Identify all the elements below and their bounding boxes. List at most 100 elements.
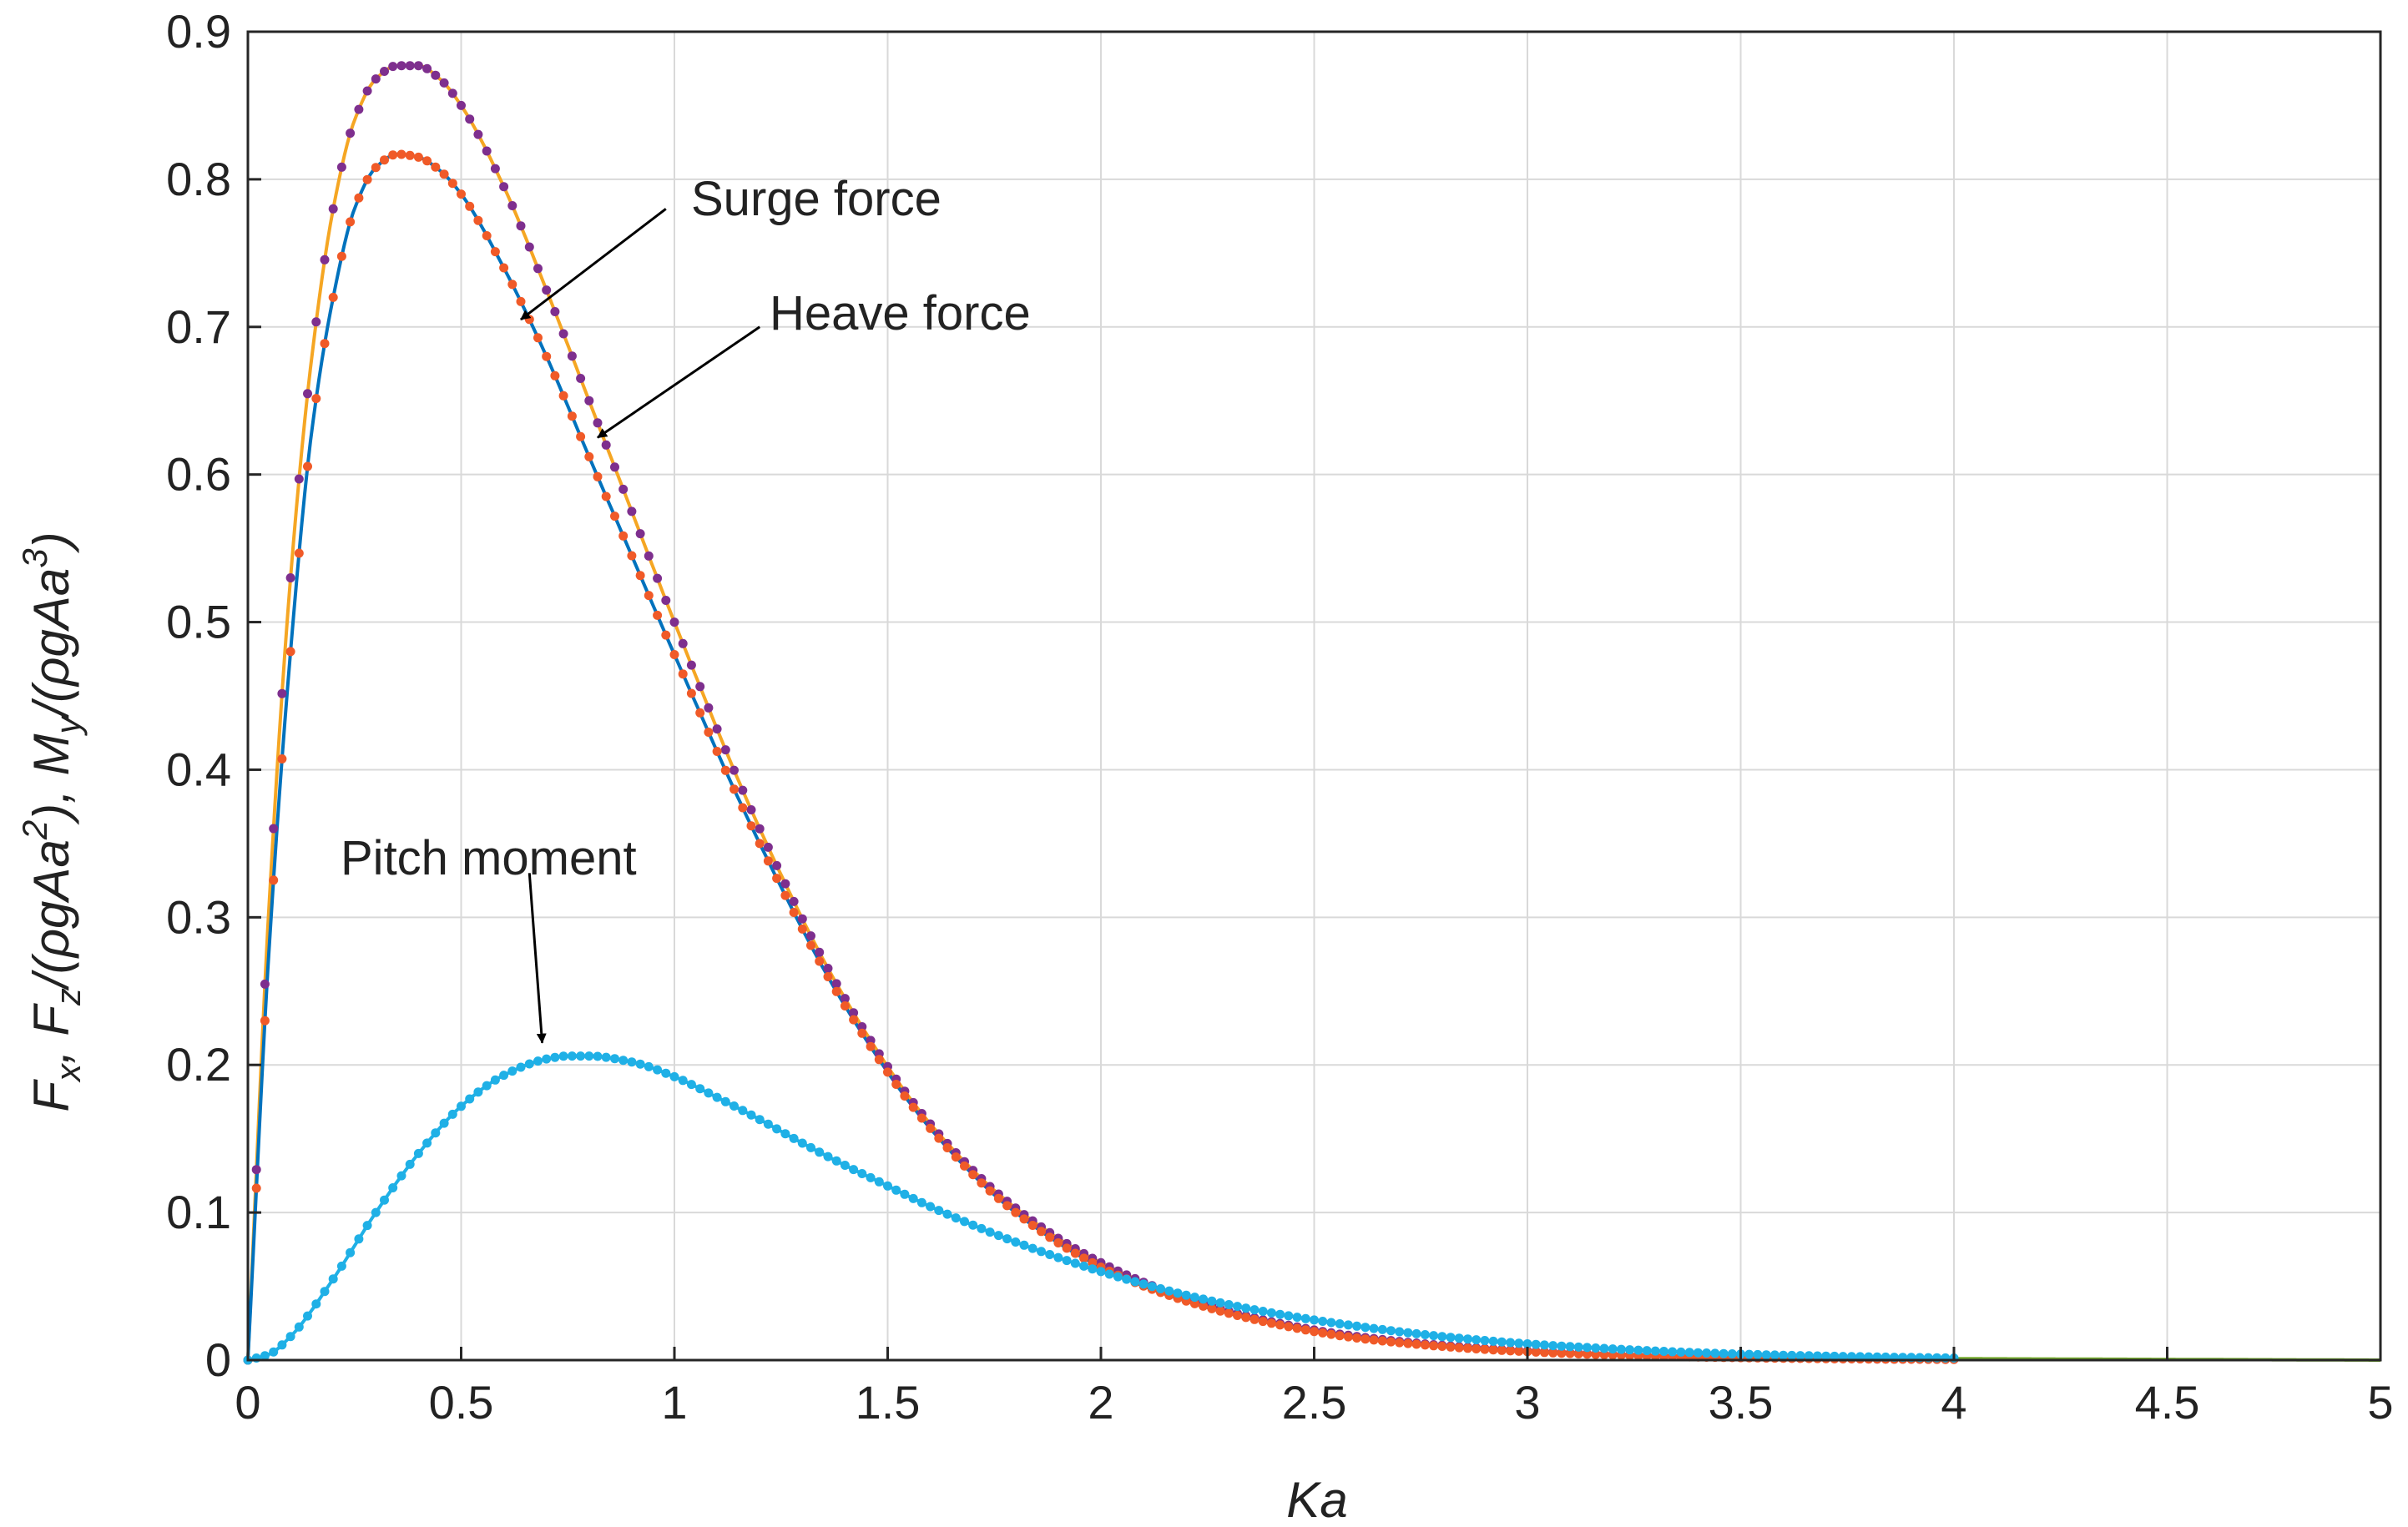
heave-marker bbox=[926, 1123, 936, 1133]
pitch-marker bbox=[1531, 1339, 1541, 1349]
heave-marker bbox=[1335, 1331, 1345, 1341]
pitch-marker bbox=[311, 1299, 321, 1309]
heave-marker bbox=[916, 1113, 926, 1123]
pitch-marker bbox=[533, 1056, 543, 1066]
surge-marker bbox=[499, 182, 509, 192]
pitch-marker bbox=[1258, 1307, 1268, 1316]
pitch-marker bbox=[1506, 1338, 1516, 1348]
pitch-marker bbox=[1189, 1293, 1199, 1303]
pitch-marker bbox=[1199, 1294, 1209, 1304]
pitch-marker bbox=[1727, 1349, 1737, 1358]
surge-marker bbox=[507, 201, 517, 210]
heave-marker bbox=[1369, 1335, 1379, 1345]
pitch-marker bbox=[1573, 1342, 1583, 1352]
x-tick-label: 1.5 bbox=[856, 1376, 921, 1429]
heave-marker bbox=[601, 491, 611, 501]
pitch-marker bbox=[1275, 1309, 1285, 1319]
heave-marker bbox=[772, 874, 782, 884]
pitch-marker bbox=[1753, 1349, 1763, 1359]
x-tick-label: 4.5 bbox=[2135, 1376, 2200, 1429]
y-tick-label: 0.2 bbox=[166, 1038, 231, 1091]
pitch-marker bbox=[1676, 1347, 1686, 1357]
heave-marker bbox=[686, 688, 696, 698]
surge-marker bbox=[763, 842, 773, 852]
pitch-marker bbox=[277, 1340, 287, 1350]
pitch-marker bbox=[763, 1119, 773, 1129]
x-tick-label: 0 bbox=[235, 1376, 260, 1429]
pitch-marker bbox=[1147, 1282, 1157, 1292]
pitch-marker bbox=[499, 1071, 509, 1081]
pitch-marker bbox=[1096, 1267, 1106, 1277]
heave-marker bbox=[447, 179, 457, 189]
surge-marker bbox=[755, 824, 765, 834]
surge-marker bbox=[413, 61, 423, 71]
pitch-marker bbox=[1318, 1317, 1328, 1326]
x-tick-label: 0.5 bbox=[429, 1376, 494, 1429]
surge-marker bbox=[789, 896, 799, 906]
pitch-marker bbox=[1454, 1333, 1464, 1343]
pitch-marker bbox=[1769, 1350, 1779, 1360]
pitch-marker bbox=[1113, 1272, 1123, 1282]
heave-marker bbox=[1395, 1338, 1405, 1348]
pitch-marker bbox=[1668, 1347, 1678, 1357]
heave-marker bbox=[1557, 1348, 1567, 1358]
pitch-marker bbox=[678, 1076, 688, 1086]
surge-marker bbox=[601, 440, 611, 450]
heave-marker bbox=[644, 591, 654, 601]
surge-marker bbox=[457, 100, 466, 110]
heave-marker bbox=[1189, 1298, 1199, 1308]
heave-marker bbox=[405, 150, 415, 160]
pitch-marker bbox=[371, 1207, 381, 1217]
pitch-marker bbox=[686, 1080, 696, 1090]
heave-marker bbox=[1411, 1339, 1421, 1349]
heave-marker bbox=[320, 339, 330, 349]
pitch-marker bbox=[1079, 1261, 1089, 1271]
heave-marker bbox=[516, 296, 526, 306]
surge-marker bbox=[346, 129, 356, 139]
surge-marker bbox=[516, 221, 526, 231]
pitch-marker bbox=[1625, 1345, 1635, 1355]
pitch-marker bbox=[490, 1075, 500, 1085]
pitch-marker bbox=[447, 1109, 457, 1119]
surge-marker bbox=[542, 285, 552, 295]
surge-marker bbox=[669, 617, 679, 627]
heave-marker bbox=[1437, 1342, 1447, 1351]
pitch-marker bbox=[593, 1051, 603, 1061]
pitch-marker bbox=[558, 1051, 568, 1061]
heave-marker bbox=[1360, 1334, 1371, 1344]
heave-marker bbox=[507, 280, 517, 290]
x-tick-label: 2 bbox=[1088, 1376, 1113, 1429]
pitch-marker bbox=[635, 1059, 645, 1069]
pitch-marker bbox=[1122, 1274, 1132, 1284]
heave-marker bbox=[874, 1055, 884, 1065]
heave-marker bbox=[576, 431, 586, 441]
pitch-marker bbox=[457, 1101, 466, 1111]
pitch-marker bbox=[1181, 1290, 1191, 1300]
surge-marker bbox=[447, 88, 457, 98]
pitch-marker bbox=[789, 1133, 799, 1143]
x-tick-label: 4 bbox=[1941, 1376, 1966, 1429]
surge-marker bbox=[712, 724, 722, 734]
pitch-marker bbox=[396, 1171, 406, 1181]
heave-marker bbox=[669, 650, 679, 659]
y-tick-label: 0.4 bbox=[166, 743, 231, 795]
surge-marker bbox=[576, 374, 586, 383]
surge-marker bbox=[686, 660, 696, 670]
surge-marker bbox=[618, 484, 629, 494]
pitch-marker bbox=[1420, 1330, 1430, 1339]
heave-marker bbox=[1258, 1317, 1268, 1327]
pitch-marker bbox=[661, 1068, 671, 1078]
pitch-marker bbox=[1045, 1250, 1055, 1259]
surge-marker bbox=[533, 264, 543, 274]
heave-marker bbox=[823, 972, 833, 981]
pitch-marker bbox=[1266, 1308, 1276, 1318]
heave-marker bbox=[678, 669, 688, 679]
pitch-marker bbox=[482, 1081, 492, 1091]
heave-marker bbox=[482, 231, 492, 240]
heave-marker bbox=[1292, 1323, 1302, 1333]
pitch-marker bbox=[1488, 1336, 1498, 1346]
y-tick-label: 0.1 bbox=[166, 1186, 231, 1238]
heave-marker bbox=[294, 548, 304, 558]
pitch-marker bbox=[653, 1065, 663, 1075]
